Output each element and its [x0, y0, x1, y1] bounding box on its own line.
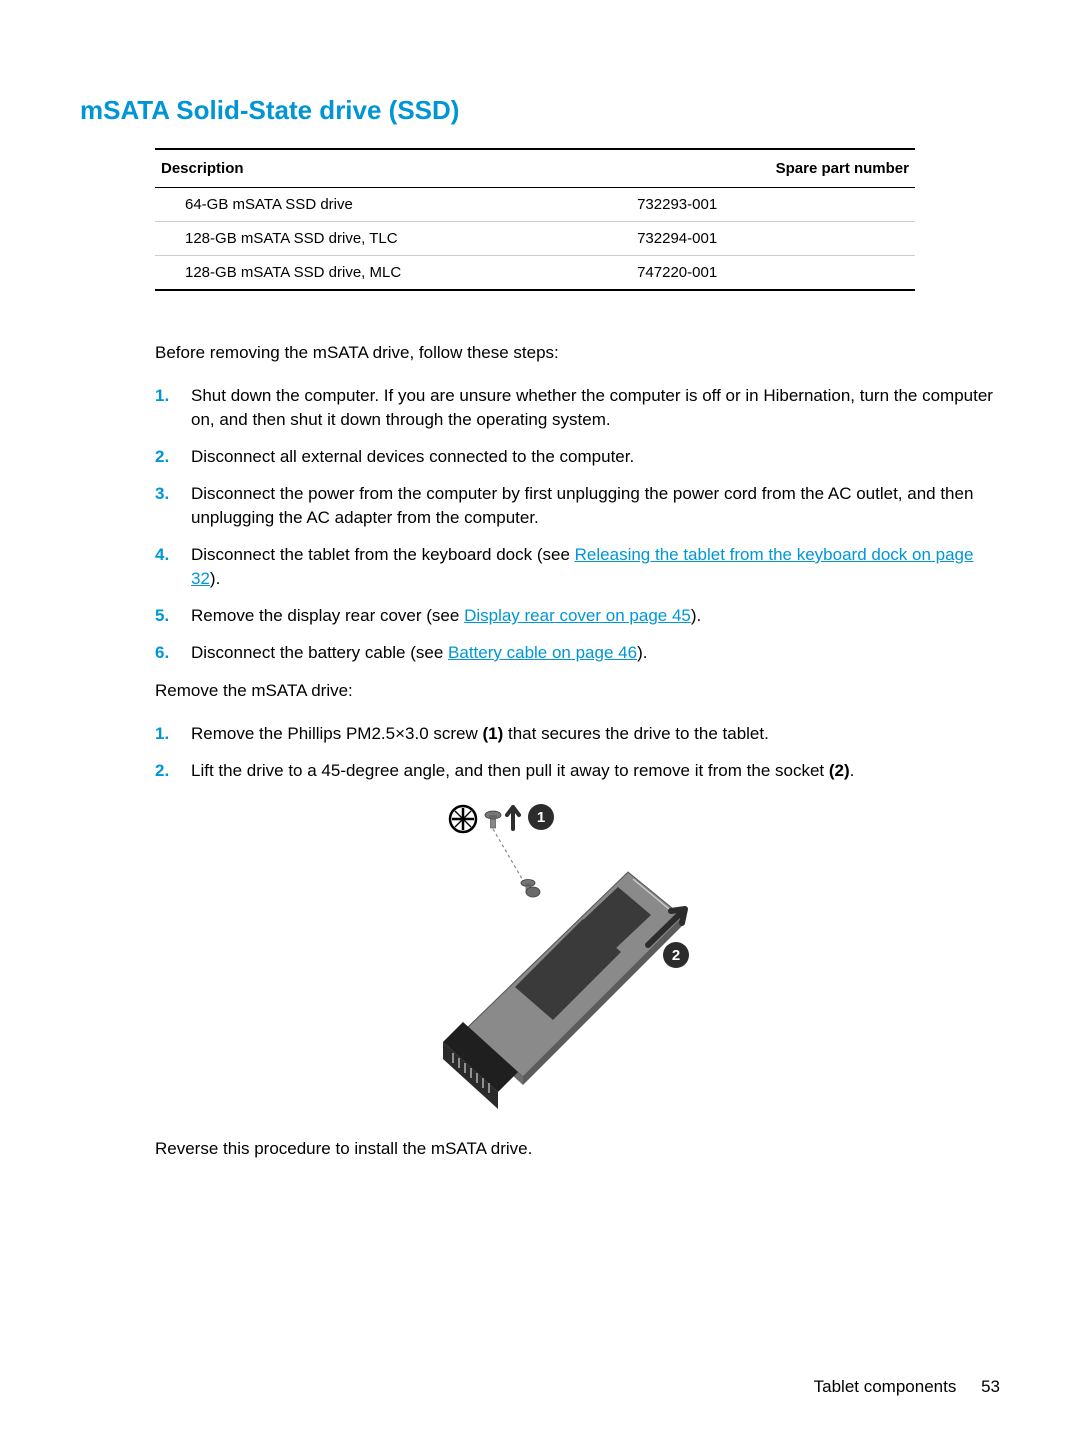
- intro-text: Before removing the mSATA drive, follow …: [155, 341, 1000, 366]
- footer-section-name: Tablet components: [814, 1377, 957, 1396]
- step-number: 2.: [155, 759, 191, 784]
- cell-pn: 732294-001: [637, 222, 915, 256]
- cell-pn: 732293-001: [637, 188, 915, 222]
- cell-desc: 128-GB mSATA SSD drive, MLC: [155, 256, 637, 291]
- ssd-diagram: 1: [423, 797, 733, 1117]
- arrow-up-icon: [507, 807, 519, 829]
- intro-text-2: Remove the mSATA drive:: [155, 679, 1000, 704]
- step-number: 4.: [155, 543, 191, 592]
- table-row: 128-GB mSATA SSD drive, TLC 732294-001: [155, 222, 915, 256]
- parts-table: Description Spare part number 64-GB mSAT…: [155, 148, 915, 291]
- step-text: Lift the drive to a 45-degree angle, and…: [191, 759, 1000, 784]
- page-footer: Tablet components 53: [814, 1377, 1000, 1397]
- list-item: 2. Disconnect all external devices conne…: [155, 445, 1000, 470]
- cell-desc: 64-GB mSATA SSD drive: [155, 188, 637, 222]
- list-item: 2. Lift the drive to a 45-degree angle, …: [155, 759, 1000, 784]
- step-number: 3.: [155, 482, 191, 531]
- list-item: 6. Disconnect the battery cable (see Bat…: [155, 641, 1000, 666]
- remove-steps-list: 1. Remove the Phillips PM2.5×3.0 screw (…: [155, 722, 1000, 783]
- step-number: 6.: [155, 641, 191, 666]
- callout-1: 1: [528, 804, 554, 830]
- svg-text:1: 1: [536, 809, 544, 826]
- step-text: Shut down the computer. If you are unsur…: [191, 384, 1000, 433]
- closing-text: Reverse this procedure to install the mS…: [155, 1137, 1000, 1162]
- th-description: Description: [155, 149, 637, 188]
- list-item: 4. Disconnect the tablet from the keyboa…: [155, 543, 1000, 592]
- step-text: Disconnect all external devices connecte…: [191, 445, 1000, 470]
- xref-link[interactable]: Battery cable on page 46: [448, 643, 637, 662]
- screw-icon: [485, 811, 501, 828]
- list-item: 5. Remove the display rear cover (see Di…: [155, 604, 1000, 629]
- svg-text:2: 2: [671, 947, 679, 964]
- cell-pn: 747220-001: [637, 256, 915, 291]
- table-row: 64-GB mSATA SSD drive 732293-001: [155, 188, 915, 222]
- list-item: 3. Disconnect the power from the compute…: [155, 482, 1000, 531]
- th-part-number: Spare part number: [637, 149, 915, 188]
- step-number: 5.: [155, 604, 191, 629]
- step-number: 2.: [155, 445, 191, 470]
- step-text: Disconnect the tablet from the keyboard …: [191, 543, 1000, 592]
- table-row: 128-GB mSATA SSD drive, MLC 747220-001: [155, 256, 915, 291]
- list-item: 1. Remove the Phillips PM2.5×3.0 screw (…: [155, 722, 1000, 747]
- prep-steps-list: 1. Shut down the computer. If you are un…: [155, 384, 1000, 666]
- phillips-icon: [450, 806, 476, 832]
- callout-2: 2: [663, 942, 689, 968]
- step-text: Remove the Phillips PM2.5×3.0 screw (1) …: [191, 722, 1000, 747]
- cell-desc: 128-GB mSATA SSD drive, TLC: [155, 222, 637, 256]
- bold-ref: (1): [483, 724, 504, 743]
- xref-link[interactable]: Display rear cover on page 45: [464, 606, 691, 625]
- leader-line: [493, 829, 528, 889]
- step-text: Disconnect the power from the computer b…: [191, 482, 1000, 531]
- bold-ref: (2): [829, 761, 850, 780]
- ssd-board: [468, 872, 683, 1085]
- step-text: Remove the display rear cover (see Displ…: [191, 604, 1000, 629]
- list-item: 1. Shut down the computer. If you are un…: [155, 384, 1000, 433]
- step-number: 1.: [155, 722, 191, 747]
- footer-page-number: 53: [981, 1377, 1000, 1396]
- step-text: Disconnect the battery cable (see Batter…: [191, 641, 1000, 666]
- diagram-container: 1: [155, 797, 1000, 1117]
- section-title: mSATA Solid-State drive (SSD): [80, 95, 1000, 126]
- step-number: 1.: [155, 384, 191, 433]
